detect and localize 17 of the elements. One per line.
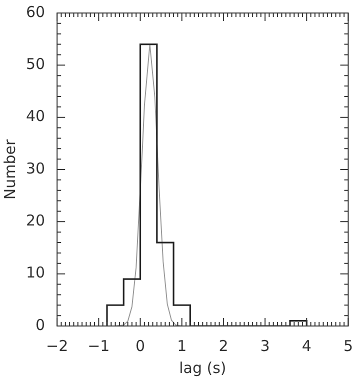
y-tick-label: 40 — [26, 107, 46, 126]
x-tick-label: 4 — [302, 336, 312, 355]
y-tick-label: 60 — [26, 2, 46, 21]
y-tick-label: 10 — [26, 264, 46, 282]
x-tick-label: 0 — [135, 336, 146, 355]
y-tick-label: 0 — [36, 316, 46, 334]
x-tick-label: −1 — [88, 336, 110, 355]
x-tick-label: −2 — [46, 336, 68, 355]
x-tick-label: 3 — [260, 336, 270, 355]
y-tick-label: 50 — [26, 55, 46, 74]
y-tick-label: 30 — [26, 159, 46, 178]
x-axis-title: lag (s) — [179, 358, 226, 377]
x-tick-label: 1 — [177, 336, 187, 355]
x-tick-label: 2 — [218, 336, 228, 355]
y-axis-title: Number — [0, 138, 19, 200]
x-tick-label: 5 — [343, 336, 353, 355]
y-tick-label: 20 — [26, 212, 46, 230]
